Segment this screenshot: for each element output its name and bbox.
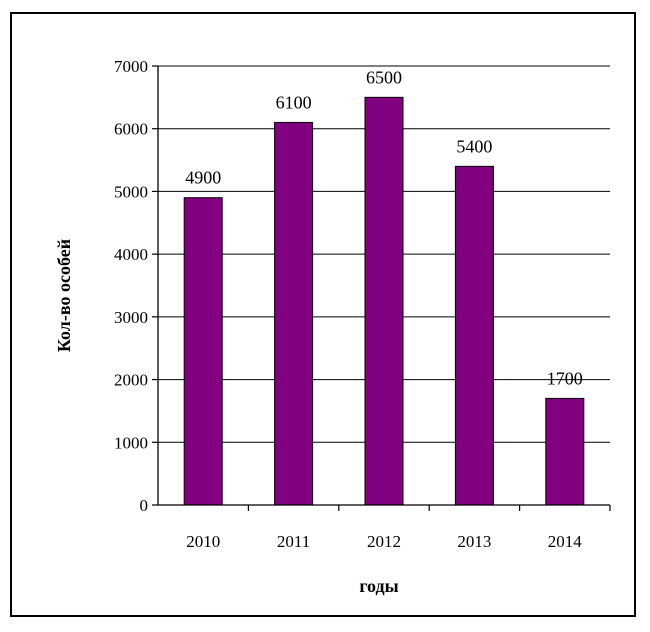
x-tick-label: 2012 <box>367 532 401 551</box>
bars <box>183 96 585 506</box>
bar-2013 <box>454 165 494 506</box>
y-tick-label: 5000 <box>114 182 148 201</box>
y-tick-label: 6000 <box>114 120 148 139</box>
chart-frame <box>10 12 636 617</box>
data-label: 6100 <box>276 92 312 112</box>
data-label: 1700 <box>547 368 583 388</box>
bar-2010 <box>183 197 223 506</box>
bar-2011 <box>274 121 314 506</box>
bar-2014 <box>545 397 585 506</box>
bar-2012 <box>364 96 404 506</box>
y-axis-title: Кол-во особей <box>54 239 74 352</box>
x-tick-label: 2010 <box>186 532 220 551</box>
y-axis-ticks: 0 1000 2000 3000 4000 5000 6000 7000 <box>114 57 158 515</box>
x-tick-label: 2011 <box>277 532 310 551</box>
y-tick-label: 4000 <box>114 245 148 264</box>
x-axis-title: годы <box>359 576 398 596</box>
x-tick-label: 2014 <box>548 532 583 551</box>
x-tick-label: 2013 <box>457 532 491 551</box>
y-tick-label: 3000 <box>114 308 148 327</box>
data-labels: 4900 6100 6500 5400 1700 <box>185 67 583 388</box>
data-label: 4900 <box>185 168 221 188</box>
data-label: 5400 <box>456 136 492 156</box>
y-tick-label: 0 <box>140 496 149 515</box>
data-label: 6500 <box>366 67 402 87</box>
x-axis-ticks: 2010 2011 2012 2013 2014 <box>186 505 611 551</box>
y-tick-label: 2000 <box>114 371 148 390</box>
y-tick-label: 7000 <box>114 57 148 76</box>
y-tick-label: 1000 <box>114 433 148 452</box>
